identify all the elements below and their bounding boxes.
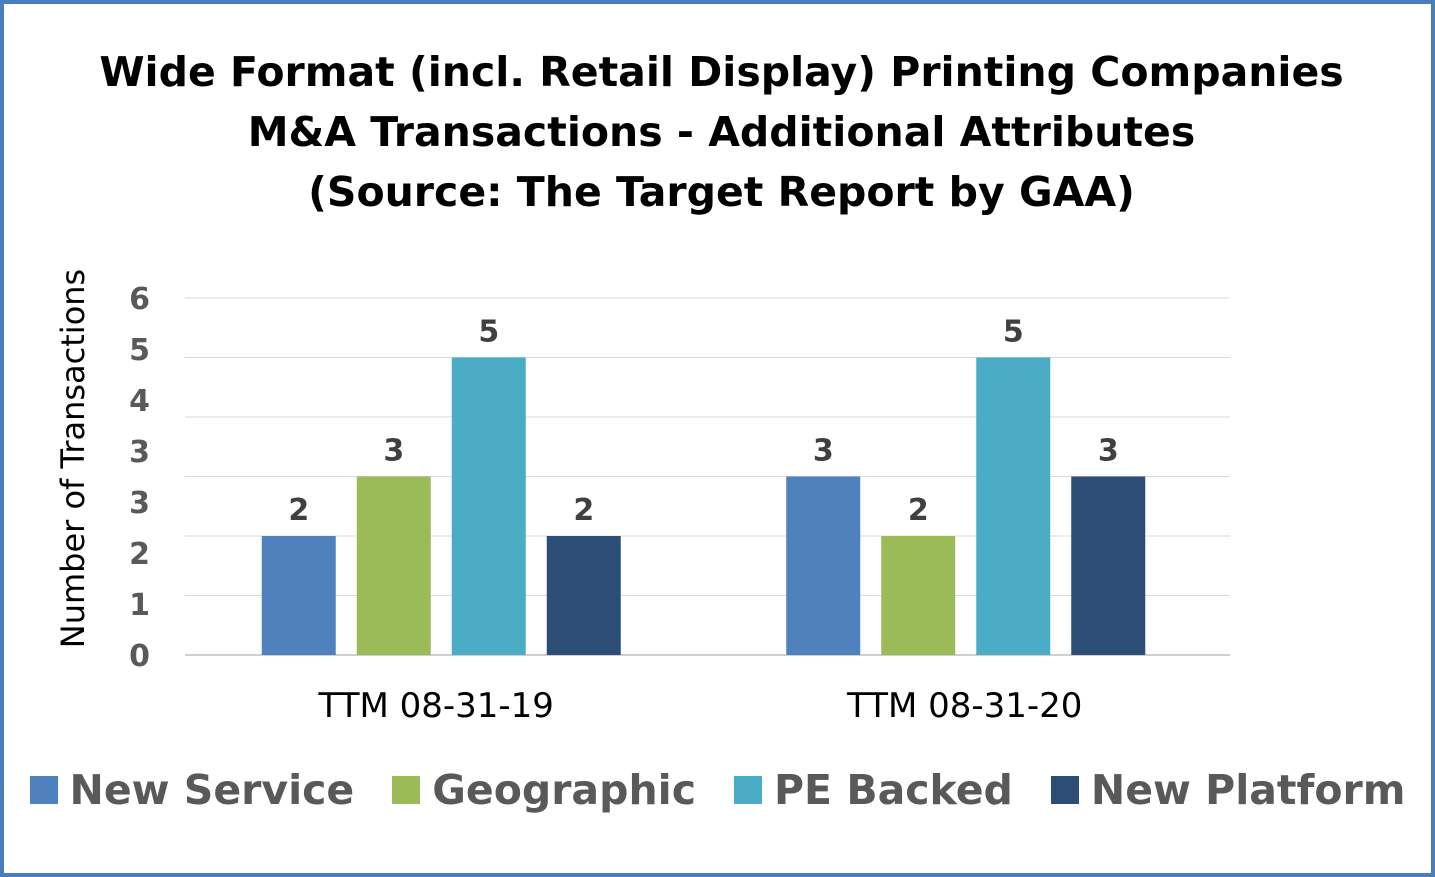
data-label-pe-backed-ttm-08-31-20: 5: [1003, 315, 1024, 350]
y-tick-label-4: 3: [129, 435, 150, 470]
legend-swatch-new-service: [29, 776, 58, 804]
bar-new-platform-ttm-08-31-19: [546, 536, 621, 655]
y-axis-label: Number of Transactions: [54, 269, 92, 648]
legend-item-new-platform: New Platform: [1050, 766, 1406, 814]
legend-swatch-pe-backed: [734, 776, 762, 804]
data-label-new-platform-ttm-08-31-19: 2: [573, 493, 594, 528]
y-tick-label-2: 2: [129, 537, 150, 572]
data-label-new-platform-ttm-08-31-20: 3: [1098, 434, 1119, 469]
legend-label-pe-backed: PE Backed: [774, 766, 1013, 814]
y-tick-label-0: 0: [129, 639, 150, 674]
chart-title-line-2: M&A Transactions - Additional Attributes: [247, 108, 1196, 156]
data-label-new-service-ttm-08-31-20: 3: [813, 434, 834, 469]
legend-label-new-platform: New Platform: [1090, 766, 1406, 814]
y-tick-label-6: 5: [129, 333, 150, 368]
bar-new-service-ttm-08-31-19: [261, 536, 336, 655]
chart-legend: New Service Geographic PE Backed New Pla…: [0, 760, 1435, 820]
chart-title-line-1: Wide Format (incl. Retail Display) Print…: [99, 48, 1344, 96]
chart-title-line-3: (Source: The Target Report by GAA): [308, 168, 1135, 216]
data-label-pe-backed-ttm-08-31-19: 5: [478, 315, 499, 350]
bar-pe-backed-ttm-08-31-20: [976, 357, 1051, 655]
bar-geographic-ttm-08-31-20: [881, 536, 956, 655]
bar-geographic-ttm-08-31-19: [356, 476, 431, 655]
y-tick-label-3: 3: [129, 486, 150, 521]
data-label-new-service-ttm-08-31-19: 2: [288, 493, 309, 528]
legend-swatch-new-platform: [1050, 776, 1079, 804]
x-category-label-ttm-08-31-20: TTM 08-31-20: [846, 686, 1082, 726]
data-label-geographic-ttm-08-31-19: 3: [383, 434, 404, 469]
legend-item-geographic: Geographic: [392, 766, 696, 814]
legend-item-new-service: New Service: [29, 766, 355, 814]
y-tick-label-5: 4: [129, 384, 150, 419]
legend-label-new-service: New Service: [69, 766, 355, 814]
bar-pe-backed-ttm-08-31-19: [451, 357, 526, 655]
bar-new-platform-ttm-08-31-20: [1071, 476, 1146, 655]
data-label-geographic-ttm-08-31-20: 2: [908, 493, 929, 528]
legend-label-geographic: Geographic: [432, 766, 696, 814]
x-category-label-ttm-08-31-19: TTM 08-31-19: [318, 686, 554, 726]
legend-item-pe-backed: PE Backed: [734, 766, 1013, 814]
bar-new-service-ttm-08-31-20: [786, 476, 861, 655]
y-tick-label-7: 6: [129, 282, 150, 317]
y-tick-label-1: 1: [129, 588, 150, 623]
legend-swatch-geographic: [392, 776, 421, 804]
